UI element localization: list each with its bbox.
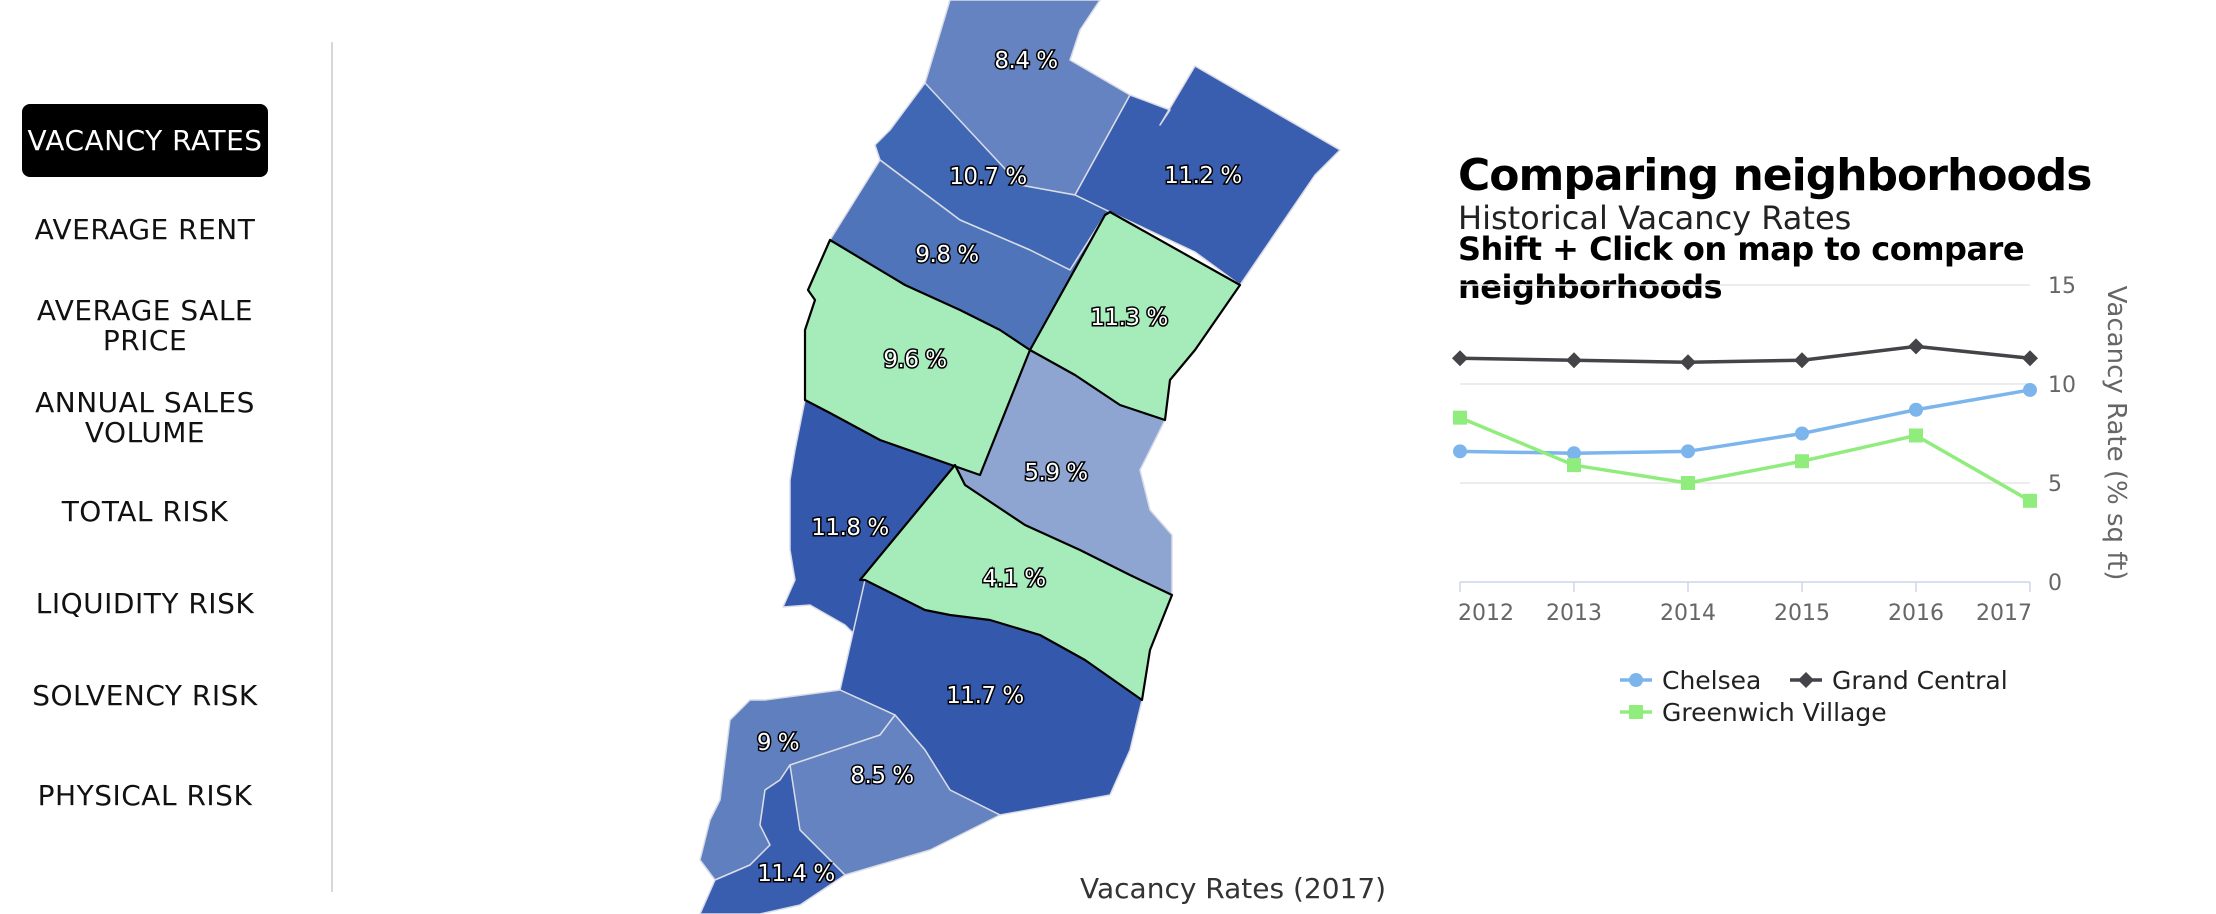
data-point[interactable]: [1452, 350, 1468, 367]
series-line: [1459, 344, 2031, 364]
data-point[interactable]: [2023, 382, 2037, 397]
series-greenwich-village: [1453, 410, 2037, 508]
y-tick-label: 0: [2048, 571, 2062, 596]
map-region-label: 11.3 %: [1090, 305, 1167, 331]
data-point[interactable]: [1453, 444, 1467, 459]
series-line: [1459, 416, 2031, 503]
map-region-label: 11.7 %: [946, 683, 1023, 709]
data-point[interactable]: [2022, 350, 2038, 367]
series-chelsea: [1453, 382, 2037, 461]
map-region-label: 10.7 %: [949, 164, 1026, 190]
map-region-label: 8.5 %: [850, 763, 913, 789]
map-region[interactable]: [858, 463, 1174, 702]
nav-item-solvency-risk[interactable]: SOLVENCY RISK: [32, 679, 258, 712]
x-tick-label: 2013: [1546, 601, 1602, 626]
map-region-label: 11.2 %: [1164, 163, 1241, 189]
map-region[interactable]: [803, 238, 1032, 477]
sidebar-nav: VACANCY RATES AVERAGE RENT AVERAGE SALE …: [0, 0, 330, 914]
map-region-label: 9 %: [757, 730, 799, 756]
legend-item[interactable]: Grand Central: [1790, 666, 2008, 695]
legend-item[interactable]: Chelsea: [1620, 666, 1761, 695]
nav-item-total-risk[interactable]: TOTAL RISK: [61, 495, 229, 528]
data-point[interactable]: [1795, 454, 1809, 469]
chart-title: Comparing neighborhoods: [1458, 150, 2092, 201]
data-point[interactable]: [1795, 426, 1809, 441]
map-region[interactable]: [699, 764, 846, 914]
nav-item-annual-sales-volume[interactable]: ANNUAL SALES VOLUME: [35, 386, 255, 449]
data-point[interactable]: [1794, 352, 1810, 369]
legend-marker: [1629, 673, 1643, 687]
data-point[interactable]: [1566, 352, 1582, 369]
legend-marker: [1798, 672, 1814, 688]
data-point[interactable]: [1680, 354, 1696, 371]
chart-instruction: Shift + Click on map to compare neighbor…: [1458, 230, 2025, 306]
neighborhood-map: 8.4 % 11.2 % 10.7 % 9.8 % 9.6 % 11.3 % 5.9 % 11…: [699, 0, 1341, 914]
data-point[interactable]: [1909, 402, 1923, 417]
nav-item-average-sale-price[interactable]: AVERAGE SALE PRICE: [36, 294, 254, 357]
data-point[interactable]: [1567, 446, 1581, 461]
legend-marker: [1629, 705, 1643, 719]
y-axis-title: Vacancy Rate (% sq ft): [2101, 286, 2131, 581]
nav-item-average-rent[interactable]: AVERAGE RENT: [34, 213, 256, 246]
chart-subtitle: Historical Vacancy Rates: [1458, 199, 1852, 237]
legend-label: Grand Central: [1832, 666, 2008, 695]
data-point[interactable]: [1453, 410, 1467, 425]
data-point[interactable]: [2023, 493, 2037, 508]
map-region[interactable]: [1028, 210, 1242, 422]
data-point[interactable]: [1681, 476, 1695, 490]
legend-label: Chelsea: [1662, 666, 1761, 695]
map-caption: Vacancy Rates (2017): [1080, 872, 1387, 905]
legend-label: Greenwich Village: [1662, 698, 1887, 727]
nav-item-liquidity-risk[interactable]: LIQUIDITY RISK: [35, 587, 255, 620]
map-region-label: 4.1 %: [982, 566, 1045, 592]
x-tick-label: 2015: [1774, 601, 1830, 626]
data-point[interactable]: [1681, 444, 1695, 459]
nav-item-physical-risk[interactable]: PHYSICAL RISK: [37, 779, 253, 812]
data-point[interactable]: [1909, 428, 1923, 443]
x-tick-label: 2016: [1888, 601, 1944, 626]
map-region-label: 9.8 %: [915, 242, 978, 268]
x-tick-label: 2014: [1660, 601, 1716, 626]
map-region-label: 8.4 %: [994, 48, 1057, 74]
map-region-label: 5.9 %: [1024, 460, 1087, 486]
nav-item-vacancy-rates[interactable]: VACANCY RATES: [22, 104, 268, 177]
series-line: [1459, 388, 2031, 456]
x-tick-label: 2012: [1458, 601, 1514, 626]
y-tick-label: 5: [2048, 472, 2062, 497]
y-tick-label: 10: [2048, 373, 2076, 398]
data-point[interactable]: [1908, 338, 1924, 355]
data-point[interactable]: [1567, 458, 1581, 473]
x-tick-label: 2017: [1976, 601, 2032, 626]
legend-item[interactable]: Greenwich Village: [1620, 698, 1887, 727]
map-region-label: 11.8 %: [811, 515, 888, 541]
sidebar-divider: [331, 42, 333, 892]
map-region-label: 9.6 %: [883, 347, 946, 373]
map-region-label: 11.4 %: [757, 861, 834, 887]
series-grand-central: [1452, 338, 2038, 371]
